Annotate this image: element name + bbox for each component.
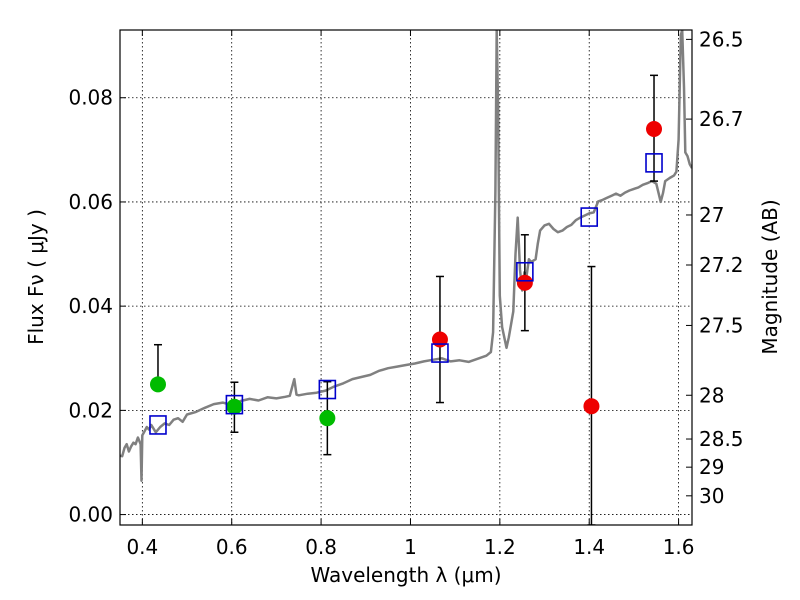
x-tick-label: 1.2 bbox=[484, 535, 516, 559]
y-tick-label: 0.02 bbox=[68, 398, 113, 422]
data-point-circle bbox=[583, 398, 600, 415]
x-tick-label: 0.8 bbox=[305, 535, 337, 559]
plot-frame bbox=[119, 29, 693, 526]
y-axis-label: Flux Fν ( μJy ) bbox=[24, 209, 48, 345]
x-axis-label: Wavelength λ (μm) bbox=[310, 563, 501, 587]
y2-tick-label: 27.5 bbox=[699, 313, 744, 337]
y2-tick-label: 28 bbox=[699, 383, 724, 407]
data-point-circle bbox=[646, 121, 663, 137]
data-markers bbox=[149, 121, 663, 435]
y-tick-label: 0.06 bbox=[68, 190, 113, 214]
axis-ticks bbox=[120, 30, 692, 525]
error-bars bbox=[153, 74, 659, 525]
y2-tick-label: 29 bbox=[699, 455, 724, 479]
model-spectrum-layer bbox=[120, 30, 692, 482]
y2-tick-label: 30 bbox=[699, 484, 724, 508]
y-tick-label: 0.04 bbox=[68, 294, 113, 318]
data-point-circle bbox=[226, 398, 243, 415]
x-tick-label: 1 bbox=[404, 535, 417, 559]
data-point-circle bbox=[516, 274, 533, 291]
y-tick-label: 0.00 bbox=[68, 503, 113, 527]
data-point-square bbox=[516, 261, 534, 282]
y2-tick-label: 27 bbox=[699, 203, 724, 227]
y2-tick-label: 26.7 bbox=[699, 107, 744, 131]
data-point-square bbox=[580, 207, 599, 227]
y2-tick-label: 28.5 bbox=[699, 427, 744, 451]
data-point-square bbox=[645, 153, 663, 173]
y2-tick-label: 26.5 bbox=[699, 27, 744, 51]
y2-axis-label: Magnitude (AB) bbox=[758, 199, 782, 354]
x-tick-label: 0.4 bbox=[126, 535, 158, 559]
data-point-square bbox=[225, 394, 244, 415]
data-point-square bbox=[318, 379, 337, 400]
x-tick-label: 0.6 bbox=[216, 535, 248, 559]
y2-tick-label: 27.2 bbox=[699, 253, 744, 277]
x-tick-label: 1.6 bbox=[663, 535, 695, 559]
data-point-square bbox=[431, 343, 449, 363]
tick-labels: 0.4 0.6 0.8 1 1.2 1.4 1.6 0.00 0.02 0.04 0.06 0.08 2… bbox=[68, 27, 743, 559]
data-point-circle bbox=[431, 331, 448, 348]
grid bbox=[120, 30, 692, 525]
data-point-square bbox=[149, 415, 167, 435]
data-point-circle bbox=[319, 410, 336, 427]
x-tick-label: 1.4 bbox=[573, 535, 605, 559]
y-tick-label: 0.08 bbox=[68, 86, 113, 110]
data-point-circle bbox=[149, 376, 166, 393]
model-spectrum-line bbox=[120, 30, 692, 482]
